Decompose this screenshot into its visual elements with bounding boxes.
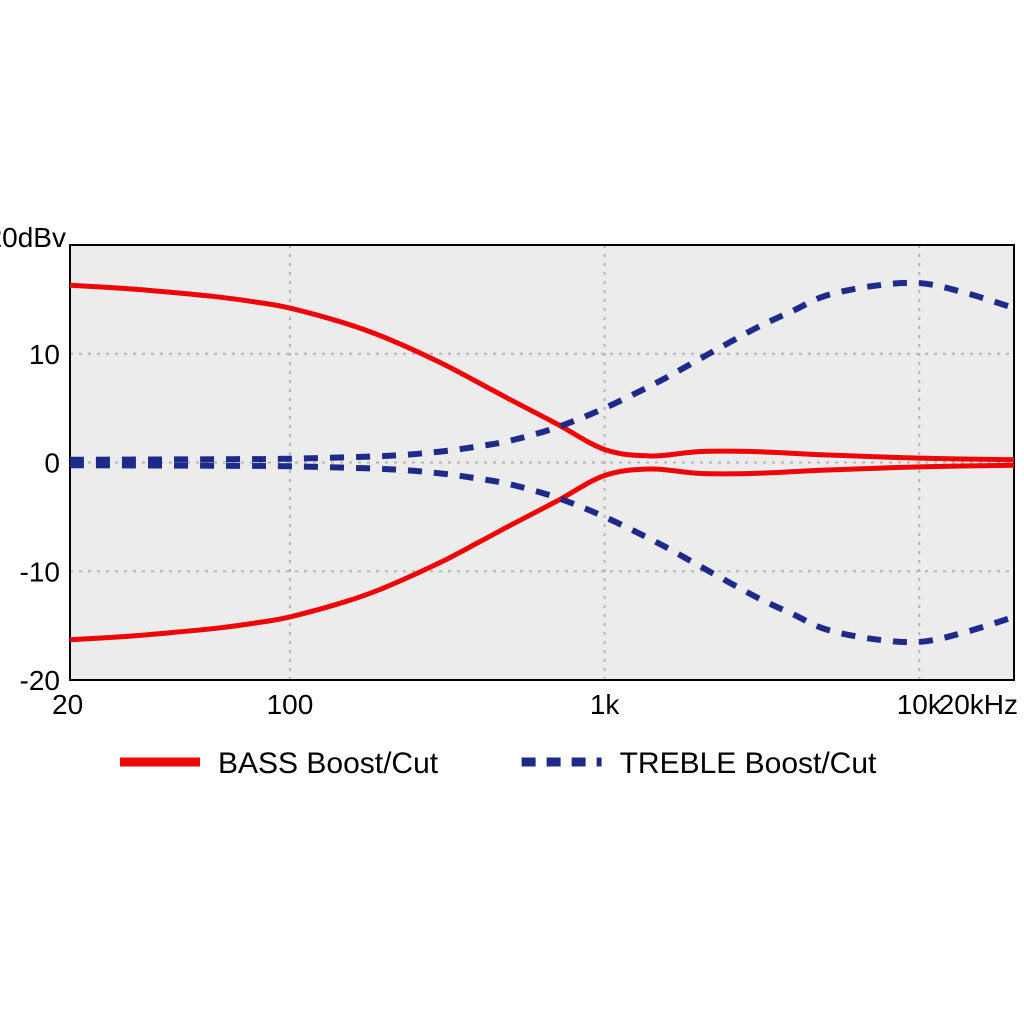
y-tick-label: 0 <box>44 448 60 479</box>
legend-label: TREBLE Boost/Cut <box>620 747 877 780</box>
legend-label: BASS Boost/Cut <box>218 747 439 780</box>
x-tick-label: 20kHz <box>939 689 1018 720</box>
y-tick-label: -10 <box>20 556 60 587</box>
x-tick-label: 100 <box>267 689 314 720</box>
eq-chart: -20-1001020dBv201001k10k20kHzBASS Boost/… <box>0 225 1024 790</box>
y-tick-label: 10 <box>29 339 60 370</box>
y-tick-label: 20dBv <box>0 225 66 253</box>
x-tick-label: 10k <box>897 689 943 720</box>
x-tick-label: 1k <box>590 689 621 720</box>
x-tick-label: 20 <box>52 689 83 720</box>
